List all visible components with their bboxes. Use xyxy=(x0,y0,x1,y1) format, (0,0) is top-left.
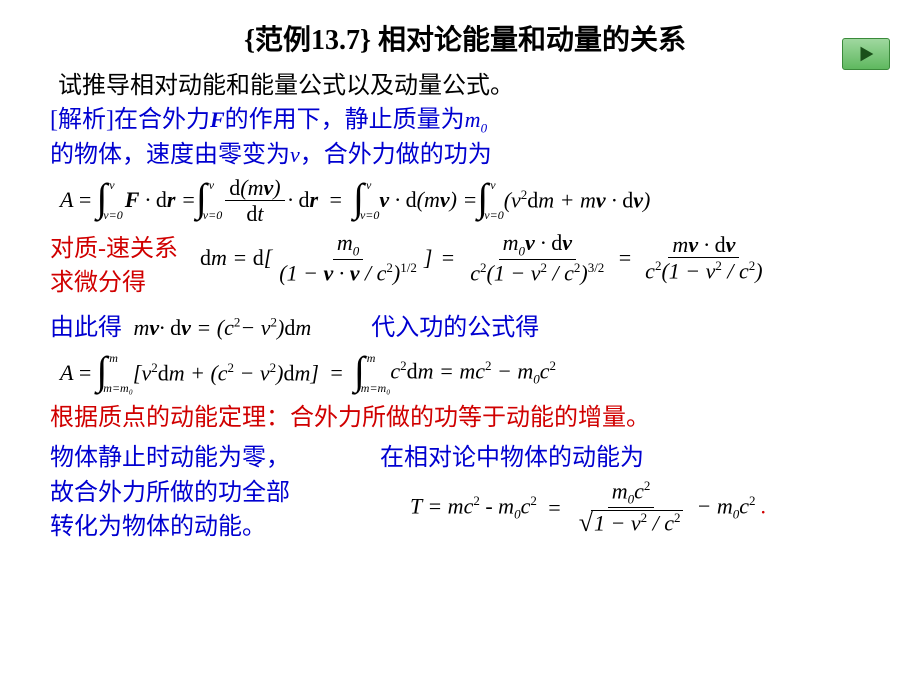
diff-label-1: 对质-速关系 xyxy=(50,233,178,265)
analysis-label: [解析] xyxy=(50,107,114,133)
ke-theorem: 根据质点的动能定理：合外力所做的功等于动能的增量。 xyxy=(50,402,880,434)
equation-kinetic-energy: T = mc2 - m0c2 = m0c2 √1 − v2 / c2 − m0c… xyxy=(410,479,880,536)
rest-l3: 转化为物体的动能。 xyxy=(50,511,350,543)
rest-l2: 故合外力所做的功全部 xyxy=(50,477,350,509)
next-slide-button[interactable] xyxy=(842,38,890,70)
bottom-row: 物体静止时动能为零， 故合外力所做的功全部 转化为物体的动能。 在相对论中物体的… xyxy=(50,440,880,545)
page-title: {范例13.7} 相对论能量和动量的关系 xyxy=(50,18,880,58)
rest-l1: 物体静止时动能为零， xyxy=(50,442,350,474)
analysis-line-2: 的物体，速度由零变为v，合外力做的功为 xyxy=(50,139,880,171)
analysis-line-1: [解析]在合外力F的作用下，静止质量为m0 xyxy=(50,104,880,137)
mass-velocity-diff-row: 对质-速关系 求微分得 dm = d[ m0 (1 − v · v / c2)1… xyxy=(50,231,880,302)
hence-label: 由此得 xyxy=(50,315,122,341)
problem-statement: 试推导相对动能和能量公式以及动量公式。 xyxy=(58,70,880,102)
hence-row: 由此得 mv· dv = (c2− v2)dm 代入功的公式得 xyxy=(50,310,880,346)
subst-label: 代入功的公式得 xyxy=(371,312,539,344)
equation-work-result: A = ∫mm=m₀ [v2dm + (c2 − v2)dm] = ∫mm=m₀… xyxy=(60,352,880,394)
equation-work-integral: A = ∫vv=0 F · dr = ∫vv=0 d(mv) dt · dr =… xyxy=(60,176,880,225)
diff-label-2: 求微分得 xyxy=(50,267,178,299)
play-icon xyxy=(855,43,877,65)
rel-ke-label: 在相对论中物体的动能为 xyxy=(380,442,880,474)
equation-dm: dm = d[ m0 (1 − v · v / c2)1/2 ] = m0v ·… xyxy=(200,231,770,284)
slide-page: {范例13.7} 相对论能量和动量的关系 试推导相对动能和能量公式以及动量公式。… xyxy=(0,0,920,566)
